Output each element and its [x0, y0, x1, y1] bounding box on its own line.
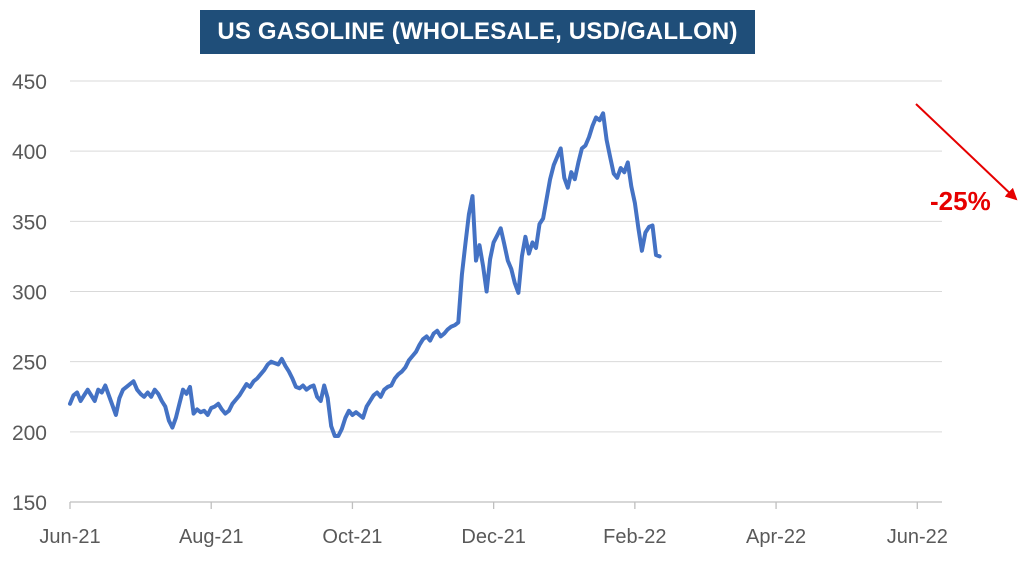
y-tick-label: 250	[12, 352, 47, 375]
annotation-label: -25%	[930, 186, 991, 216]
series-points	[69, 113, 660, 437]
y-axis-ticks: 150 200 250 300 350 400 450	[12, 71, 47, 515]
y-tick-label: 200	[12, 422, 47, 445]
x-tick-label: Jun-21	[39, 526, 100, 548]
gridlines	[70, 80, 942, 433]
x-tick-label: Dec-21	[461, 526, 525, 548]
x-tick-label: Feb-22	[603, 526, 666, 548]
series-line	[68, 111, 662, 438]
chart-title: US GASOLINE (WHOLESALE, USD/GALLON)	[200, 10, 755, 54]
x-tick-label: Apr-22	[746, 526, 806, 548]
x-tick-label: Jun-22	[887, 526, 948, 548]
trend-arrow	[915, 103, 1018, 201]
y-tick-label: 400	[12, 141, 47, 164]
x-tick-label: Aug-21	[179, 526, 244, 548]
y-tick-label: 300	[12, 282, 47, 305]
y-tick-label: 150	[12, 492, 47, 515]
y-tick-label: 350	[12, 211, 47, 234]
y-tick-label: 450	[12, 71, 47, 94]
x-axis-ticks: Jun-21 Aug-21 Oct-21 Dec-21 Feb-22 Apr-22 Jun-…	[39, 502, 948, 548]
x-tick-label: Oct-21	[322, 526, 382, 548]
